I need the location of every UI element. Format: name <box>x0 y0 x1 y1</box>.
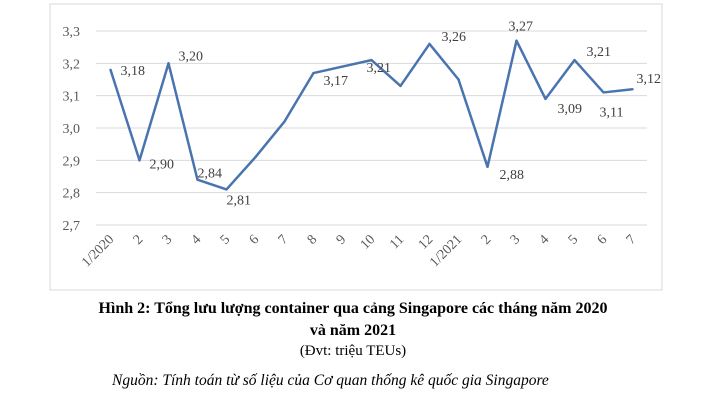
y-tick-label: 3,2 <box>63 57 81 72</box>
data-label: 3,09 <box>558 102 583 117</box>
unit-label: (Đvt: triệu TEUs) <box>299 343 407 359</box>
data-label: 3,27 <box>509 20 534 35</box>
data-point <box>515 39 518 42</box>
data-point <box>573 58 576 62</box>
data-point <box>370 58 373 62</box>
data-point <box>167 62 170 65</box>
y-tick-label: 3,3 <box>63 25 81 40</box>
data-label: 3,20 <box>179 49 204 64</box>
y-tick-label: 2,8 <box>63 187 81 202</box>
data-point <box>254 155 257 159</box>
data-label: 3,17 <box>324 74 349 89</box>
data-point <box>138 159 141 162</box>
data-point <box>283 120 286 123</box>
figure-title: Hình 2: Tổng lưu lượng container qua cản… <box>98 300 608 317</box>
data-point <box>457 78 460 81</box>
data-label: 3,21 <box>367 61 392 76</box>
data-label: 2,88 <box>500 168 525 183</box>
y-tick-label: 2,9 <box>63 154 81 169</box>
data-point <box>399 84 402 88</box>
y-tick-label: 3,0 <box>63 122 81 137</box>
data-label: 3,18 <box>121 64 146 79</box>
data-point <box>428 42 431 46</box>
data-label: 3,11 <box>600 105 624 120</box>
figure-title-line2: và năm 2021 <box>309 322 397 339</box>
data-label: 3,21 <box>587 45 612 60</box>
chart-frame <box>49 3 663 291</box>
data-point <box>602 91 605 94</box>
data-label: 3,26 <box>442 30 467 45</box>
data-label: 2,81 <box>227 193 252 208</box>
y-tick-label: 3,1 <box>63 90 81 105</box>
data-point <box>109 68 112 72</box>
data-point <box>341 65 344 68</box>
data-label: 2,84 <box>198 167 223 182</box>
source-note: Nguồn: Tính toán từ số liệu của Cơ quan … <box>112 372 549 389</box>
data-point <box>196 178 199 181</box>
data-point <box>312 71 315 75</box>
y-tick-label: 2,7 <box>63 219 81 234</box>
data-point <box>631 88 634 91</box>
data-label: 2,90 <box>150 157 175 172</box>
data-point <box>544 97 547 101</box>
line-chart: 2,72,82,93,03,13,23,31/2020 2 3 4 5 6 7 8 9 10 11 1… <box>49 3 663 291</box>
data-point <box>486 165 489 168</box>
data-point <box>225 188 228 191</box>
data-label: 3,12 <box>637 72 662 87</box>
